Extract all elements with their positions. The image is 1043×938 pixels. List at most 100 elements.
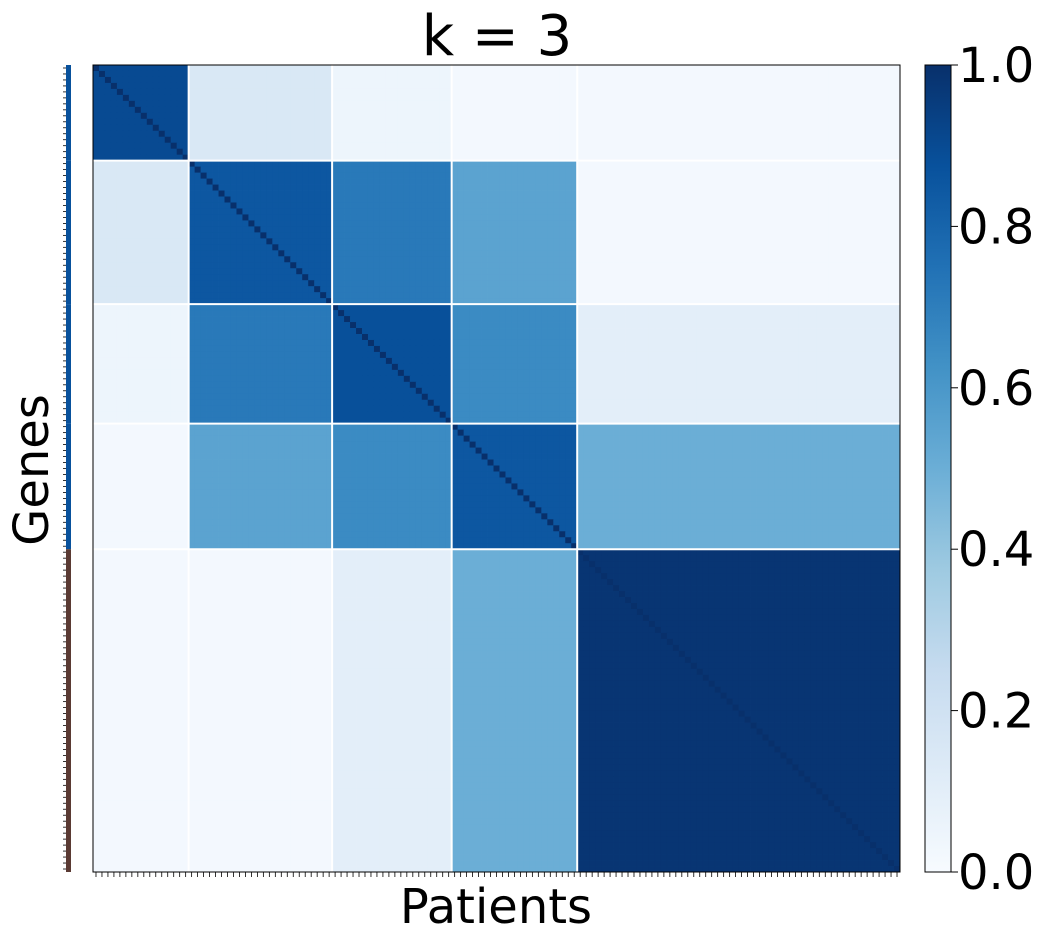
heatmap-cell (104, 214, 112, 221)
heatmap-cell (786, 178, 793, 185)
heatmap-cell (146, 106, 154, 114)
heatmap-cell (391, 106, 399, 114)
heatmap-cell (571, 232, 578, 239)
heatmap-cell (326, 154, 333, 162)
heatmap-cell (296, 244, 303, 251)
heatmap-cell (547, 232, 554, 239)
heatmap-cell (397, 268, 405, 275)
heatmap-cell (176, 70, 184, 78)
heatmap-cell (852, 268, 859, 275)
heatmap-cell (720, 70, 728, 78)
heatmap-cell (583, 100, 590, 108)
heatmap-cell (678, 166, 686, 173)
heatmap-cell (535, 190, 542, 197)
heatmap-cell (427, 172, 435, 179)
heatmap-cell (882, 190, 889, 197)
heatmap-cell (660, 268, 668, 275)
heatmap-cell (140, 256, 148, 263)
heatmap-cell (828, 226, 835, 233)
heatmap-cell (834, 130, 841, 138)
heatmap-cell (660, 214, 668, 221)
heatmap-cell (499, 76, 506, 84)
heatmap-cell (792, 166, 799, 173)
heatmap-cell (726, 208, 734, 215)
heatmap-cell (720, 250, 728, 257)
heatmap-cell (666, 274, 674, 281)
heatmap-cell (475, 94, 482, 102)
heatmap-cell (487, 106, 494, 114)
heatmap-cell (445, 136, 453, 144)
heatmap-cell (308, 148, 315, 156)
heatmap-cell (696, 220, 704, 227)
heatmap-cell (170, 196, 178, 203)
heatmap-cell (254, 202, 261, 209)
heatmap-cell (577, 148, 584, 156)
heatmap-cell (762, 112, 769, 120)
heatmap-cell (230, 65, 237, 72)
heatmap-cell (134, 184, 142, 191)
heatmap-cell (810, 160, 817, 168)
heatmap-cell (350, 88, 357, 96)
heatmap-cell (672, 118, 680, 126)
heatmap-cell (696, 130, 704, 138)
heatmap-cell (702, 82, 710, 90)
heatmap-cell (577, 112, 584, 120)
heatmap-cell (469, 88, 476, 96)
heatmap-cell (631, 244, 638, 251)
heatmap-cell (278, 238, 285, 245)
heatmap-cell (529, 94, 536, 102)
heatmap-cell (158, 274, 166, 281)
heatmap-cell (858, 172, 865, 179)
heatmap-cell (320, 250, 327, 257)
heatmap-cell (780, 256, 787, 263)
heatmap-cell (666, 256, 674, 263)
heatmap-cell (870, 178, 877, 185)
heatmap-cell (870, 94, 877, 102)
heatmap-cell (499, 136, 506, 144)
heatmap-cell (798, 244, 805, 251)
heatmap-cell (439, 166, 447, 173)
heatmap-cell (176, 65, 184, 72)
heatmap-cell (356, 238, 363, 245)
heatmap-cell (463, 232, 470, 239)
heatmap-cell (487, 82, 494, 90)
heatmap-cell (870, 184, 877, 191)
heatmap-cell (798, 268, 805, 275)
heatmap-cell (565, 190, 572, 197)
heatmap-cell (326, 136, 333, 144)
heatmap-cell (726, 202, 734, 209)
heatmap-cell (720, 82, 728, 90)
heatmap-cell (529, 160, 536, 168)
heatmap-cell (433, 238, 441, 245)
heatmap-cell (565, 280, 572, 287)
heatmap-cell (846, 238, 853, 245)
heatmap-cell (122, 274, 130, 281)
heatmap-cell (840, 94, 847, 102)
heatmap-cell (373, 88, 381, 96)
heatmap-cell (750, 250, 757, 257)
heatmap-cell (834, 214, 841, 221)
heatmap-cell (553, 238, 560, 245)
heatmap-cell (678, 256, 686, 263)
heatmap-cell (254, 100, 261, 108)
heatmap-cell (481, 262, 488, 269)
heatmap-cell (116, 100, 124, 108)
heatmap-cell (164, 178, 172, 185)
heatmap-cell (493, 65, 500, 72)
heatmap-cell (828, 178, 835, 185)
heatmap-cell (487, 160, 494, 168)
heatmap-cell (338, 262, 345, 269)
heatmap-cell (780, 148, 787, 156)
heatmap-cell (248, 65, 255, 72)
heatmap-cell (499, 214, 506, 221)
heatmap-cell (822, 262, 829, 269)
heatmap-cell (170, 226, 178, 233)
heatmap-cell (595, 148, 602, 156)
heatmap-cell (888, 160, 895, 168)
heatmap-cell (666, 118, 674, 126)
heatmap-cell (565, 100, 572, 108)
heatmap-cell (356, 208, 363, 215)
heatmap-cell (379, 238, 387, 245)
heatmap-cell (840, 238, 847, 245)
heatmap-cell (170, 88, 178, 96)
